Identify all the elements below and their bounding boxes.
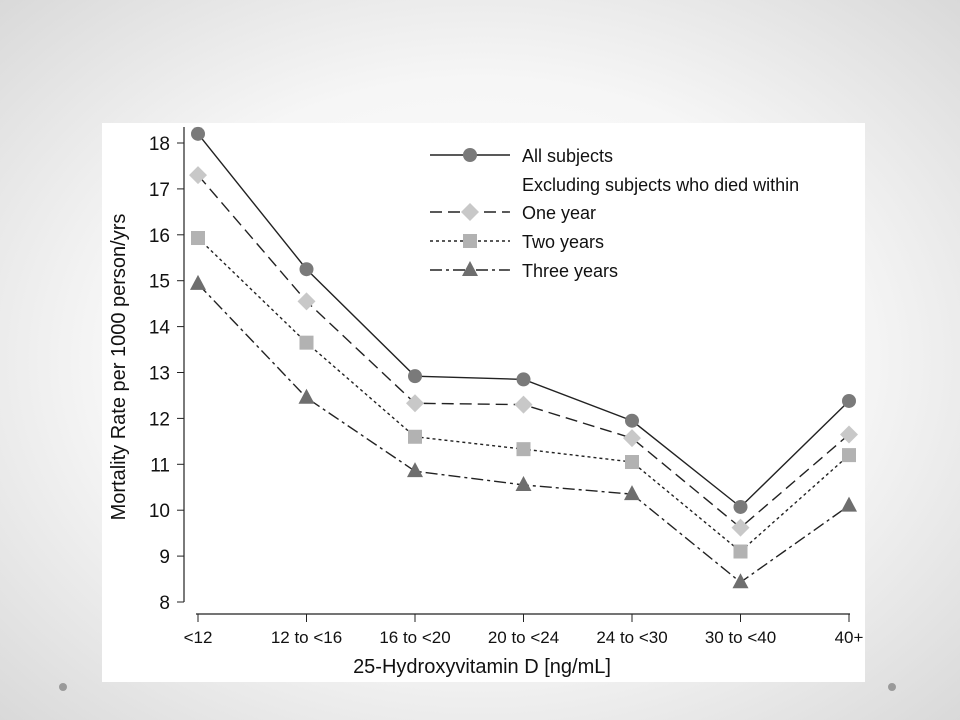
data-point	[842, 448, 856, 463]
data-point	[408, 369, 422, 384]
series-layer	[189, 126, 858, 589]
y-tick-label: 8	[159, 593, 170, 614]
x-tick-label: 24 to <30	[596, 628, 667, 647]
data-point	[840, 425, 858, 444]
series-line	[197, 237, 850, 553]
data-point	[732, 573, 749, 589]
legend-marker	[463, 148, 477, 162]
data-point	[624, 485, 640, 501]
y-tick-label: 18	[149, 134, 170, 155]
x-tick-label: 12 to <16	[271, 628, 342, 647]
y-tick-label: 12	[149, 409, 170, 430]
data-point	[733, 499, 748, 514]
data-point	[625, 455, 639, 470]
y-tick-label: 13	[149, 364, 170, 385]
y-tick-label: 11	[150, 455, 170, 476]
data-point	[514, 395, 533, 414]
legend-label: One year	[522, 203, 596, 223]
data-point	[189, 166, 207, 185]
data-point	[299, 262, 314, 277]
data-point	[841, 496, 857, 512]
prev-slide-dot[interactable]	[59, 683, 67, 691]
legend-marker	[462, 261, 478, 276]
x-tick-label: <12	[184, 628, 213, 647]
y-tick-label: 15	[149, 272, 170, 293]
data-point	[516, 442, 531, 457]
series-line	[197, 174, 850, 529]
legend: All subjects Excluding subjects who died …	[430, 146, 799, 281]
series-line	[197, 283, 850, 584]
data-point	[407, 462, 423, 478]
data-point	[408, 429, 422, 444]
legend-subtitle: Excluding subjects who died within	[522, 175, 799, 195]
chart-panel	[102, 123, 865, 682]
data-point	[733, 544, 748, 559]
x-axis-title: 25-Hydroxyvitamin D [ng/mL]	[353, 656, 611, 678]
data-point	[406, 394, 424, 413]
y-tick-label: 10	[149, 501, 170, 522]
series-three-years	[190, 274, 857, 589]
data-point	[731, 518, 750, 537]
axes: 8 9 10 11 12 13 14 15 16 17 18 <12 12 to <16 16 to <2…	[149, 127, 864, 647]
y-tick-label: 14	[149, 318, 171, 339]
y-tick-label: 16	[149, 226, 170, 247]
legend-marker	[461, 203, 479, 221]
data-point	[299, 335, 314, 350]
data-point	[297, 292, 316, 311]
legend-label: Two years	[522, 232, 604, 252]
data-point	[298, 388, 315, 404]
data-point	[191, 126, 205, 141]
data-point	[515, 475, 532, 491]
legend-label: Three years	[522, 261, 618, 281]
series-all-subjects	[191, 126, 856, 514]
data-point	[191, 231, 205, 246]
data-point	[516, 372, 531, 387]
data-point	[842, 393, 856, 408]
data-point	[190, 274, 206, 290]
x-tick-label: 20 to <24	[488, 628, 559, 647]
y-axis-title: Mortality Rate per 1000 person/yrs	[108, 214, 130, 521]
x-tick-label: 40+	[835, 628, 864, 647]
next-slide-dot[interactable]	[888, 683, 896, 691]
series-two-years	[191, 231, 856, 559]
x-tick-label: 30 to <40	[705, 628, 776, 647]
data-point	[625, 413, 639, 428]
y-tick-label: 9	[159, 547, 170, 568]
legend-marker	[463, 234, 477, 248]
legend-label: All subjects	[522, 146, 613, 166]
y-tick-label: 17	[149, 180, 170, 201]
data-point	[623, 429, 641, 448]
series-one-year	[189, 166, 858, 537]
x-tick-label: 16 to <20	[379, 628, 450, 647]
